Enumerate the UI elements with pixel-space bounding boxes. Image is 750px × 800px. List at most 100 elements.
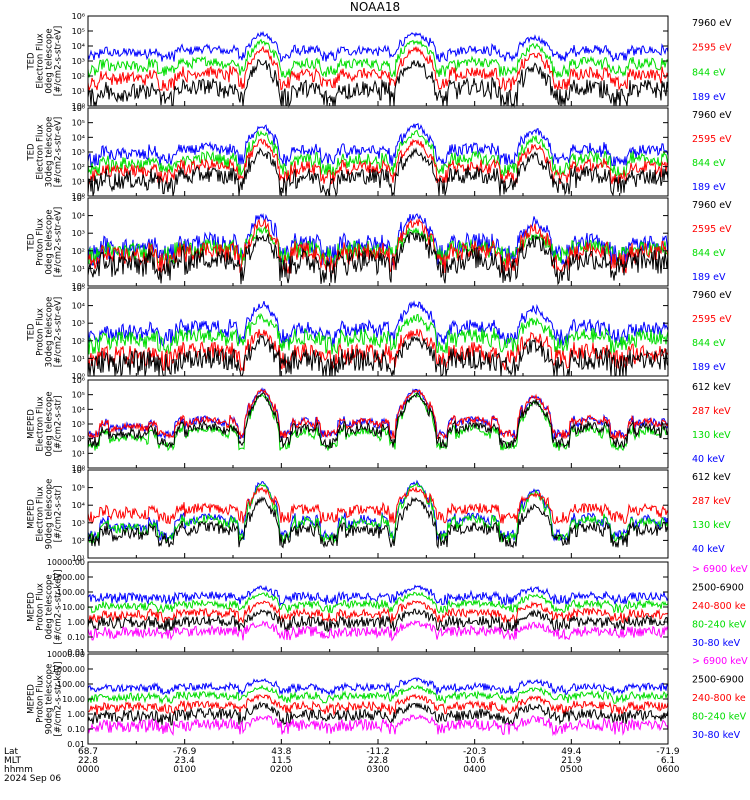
ytick-label-7-3: 10.00 [62,695,85,704]
xrow-label-0: Lat [4,747,19,757]
figure-title: NOAA18 [349,0,401,14]
ytick-label-7-6: 10000.00 [47,650,85,659]
ylabel-3: TED Proton Flux 30deg telescope [#/cm2-s-st… [27,297,64,368]
series-red-p4 [87,388,669,441]
legend-0-2: 844 eV [692,67,726,78]
ylabel-line-4-2: 0deg telescope [45,391,55,456]
xtick-hhmm-5: 0500 [560,765,583,775]
series-red-p5 [87,485,669,525]
ytick-label-4-0: 10⁰ [72,464,85,473]
series-black-p3 [87,334,669,377]
ytick-label-0-3: 10³ [72,57,85,66]
legend-0-1: 2595 eV [692,43,732,54]
ytick-label-4-5: 10⁵ [72,391,85,400]
ylabel-line-7-1: Proton Flux [36,675,46,723]
ylabel-line-3-2: 30deg telescope [45,297,55,368]
legend-3-3: 189 eV [692,362,726,373]
ylabel-line-3-0: TED [27,323,37,342]
legend-6-2: 240-800 ke [692,601,746,612]
series-blue-p3 [87,300,669,347]
legend-4-3: 40 keV [692,454,725,465]
ylabel-2: TED Proton Flux 0deg telescope [#/cm2-s-str… [27,207,64,277]
series-black-p5 [87,496,669,550]
ytick-label-6-2: 1.00 [67,618,85,627]
ytick-label-5-1: 10² [72,536,85,545]
ytick-label-5-5: 10⁶ [72,466,85,475]
ylabel-line-7-2: 90deg telescope [45,664,55,735]
legend-0-0: 7960 eV [692,18,732,29]
legend-5-0: 612 keV [692,472,731,483]
xtick-lat-0: 68.7 [78,747,98,757]
legend-2-0: 7960 eV [692,200,732,211]
ytick-label-5-3: 10⁴ [72,501,85,510]
legend-5-1: 287 keV [692,496,731,507]
xtick-lat-3: -11.2 [366,747,389,757]
ytick-label-6-6: 10000.00 [47,558,85,567]
ylabel-0: TED Electron Flux 0deg telescope [#/cm2-s-s… [27,26,64,96]
series-black-p1 [87,146,669,198]
ylabel-line-2-3: [#/cm2-s-str-eV] [54,207,64,277]
ylabel-line-4-1: Electron Flux [36,396,46,451]
ylabel-line-6-3: [#/cm2-s-str-keV] [54,570,64,645]
series-green-p0 [87,38,669,79]
ylabel-5: MEPED Electron Flux 90deg telescope [#/cm2-… [27,479,64,550]
series-black-p2 [87,231,669,286]
xtick-mlt-5: 21.9 [561,756,581,766]
series-red-p7 [87,693,669,717]
ytick-label-4-3: 10³ [72,420,85,429]
ytick-label-5-4: 10⁵ [72,484,85,493]
xtick-mlt-6: 6.1 [661,756,675,766]
ylabel-line-0-0: TED [27,52,37,71]
ylabel-6: MEPED Proton Flux 0deg telescope [#/cm2-s-s… [27,570,64,645]
ytick-label-1-4: 10⁴ [72,133,85,142]
legend-7-0: > 6900 keV [692,656,748,667]
ytick-label-5-0: 10¹ [72,554,85,563]
ylabel-line-3-3: [#/cm2-s-str-eV] [54,297,64,367]
xtick-mlt-1: 23.4 [175,756,195,766]
ylabel-line-2-1: Proton Flux [36,218,46,266]
ytick-label-0-4: 10⁴ [72,42,85,51]
series-green-p6 [87,591,669,615]
ylabel-line-2-0: TED [27,233,37,252]
xtick-lat-4: -20.3 [463,747,486,757]
ytick-label-7-4: 100.00 [57,680,85,689]
legend-3-0: 7960 eV [692,290,732,301]
legend-7-3: 80-240 keV [692,712,747,723]
ylabel-line-4-0: MEPED [27,409,37,439]
ytick-label-5-2: 10³ [72,519,85,528]
series-magenta-p6 [87,619,669,642]
series-blue-p7 [87,677,669,696]
xtick-mlt-2: 11.5 [271,756,291,766]
ytick-label-1-1: 10¹ [72,177,85,186]
ytick-label-3-5: 10⁵ [72,284,85,293]
ylabel-line-1-0: TED [27,143,37,162]
legend-1-2: 844 eV [692,158,726,169]
ytick-label-4-4: 10⁴ [72,405,85,414]
legend-2-3: 189 eV [692,272,726,283]
ytick-label-4-1: 10¹ [72,449,85,458]
ylabel-line-7-0: MEPED [27,684,37,714]
ytick-label-3-2: 10² [72,337,85,346]
ylabel-line-5-1: Electron Flux [36,486,46,541]
series-magenta-p7 [87,714,669,737]
ytick-label-7-1: 0.10 [67,725,85,734]
series-green-p3 [87,312,669,355]
ytick-label-7-2: 1.00 [67,710,85,719]
ytick-label-3-0: 10⁰ [72,372,85,381]
ylabel-line-1-2: 30deg telescope [45,117,55,188]
series-blue-p1 [87,122,669,167]
legend-7-4: 30-80 keV [692,730,741,741]
ytick-label-1-5: 10⁵ [72,119,85,128]
ytick-label-0-1: 10¹ [72,87,85,96]
ylabel-line-1-1: Electron Flux [36,124,46,179]
xtick-hhmm-0: 0000 [77,765,100,775]
xtick-mlt-4: 10.6 [465,756,485,766]
ylabel-line-1-3: [#/cm2-s-str-eV] [54,117,64,187]
panel-frame-6 [87,561,669,653]
ytick-label-1-2: 10² [72,163,85,172]
series-blue-p0 [87,30,669,63]
panel-frame-7 [87,653,669,745]
series-green-p7 [87,684,669,705]
legend-4-0: 612 keV [692,382,731,393]
